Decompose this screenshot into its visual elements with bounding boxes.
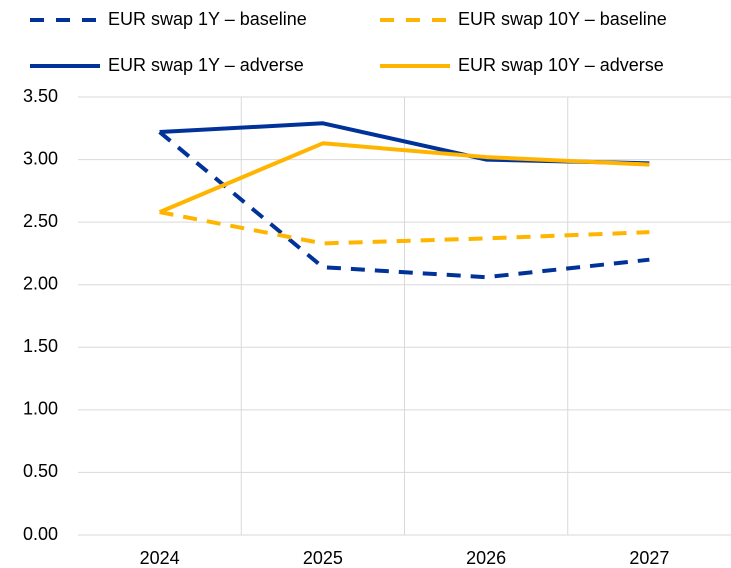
y-tick-label: 0.00 <box>23 524 58 544</box>
series-line <box>158 130 650 280</box>
series-line <box>159 210 650 246</box>
y-tick-label: 0.50 <box>23 461 58 481</box>
x-tick-label: 2026 <box>466 548 506 568</box>
x-tick-label: 2027 <box>629 548 669 568</box>
legend-label: EUR swap 1Y – baseline <box>108 9 307 29</box>
series-line <box>158 141 650 214</box>
y-tick-label: 1.00 <box>23 399 58 419</box>
y-tick-label: 2.50 <box>23 211 58 231</box>
legend-label: EUR swap 10Y – baseline <box>458 9 667 29</box>
y-tick-label: 2.00 <box>23 273 58 293</box>
legend-label: EUR swap 1Y – adverse <box>108 55 304 75</box>
x-tick-label: 2025 <box>303 548 343 568</box>
x-tick-label: 2024 <box>140 548 180 568</box>
y-tick-label: 1.50 <box>23 336 58 356</box>
y-tick-label: 3.50 <box>23 86 58 106</box>
legend-label: EUR swap 10Y – adverse <box>458 55 664 75</box>
y-tick-label: 3.00 <box>23 148 58 168</box>
